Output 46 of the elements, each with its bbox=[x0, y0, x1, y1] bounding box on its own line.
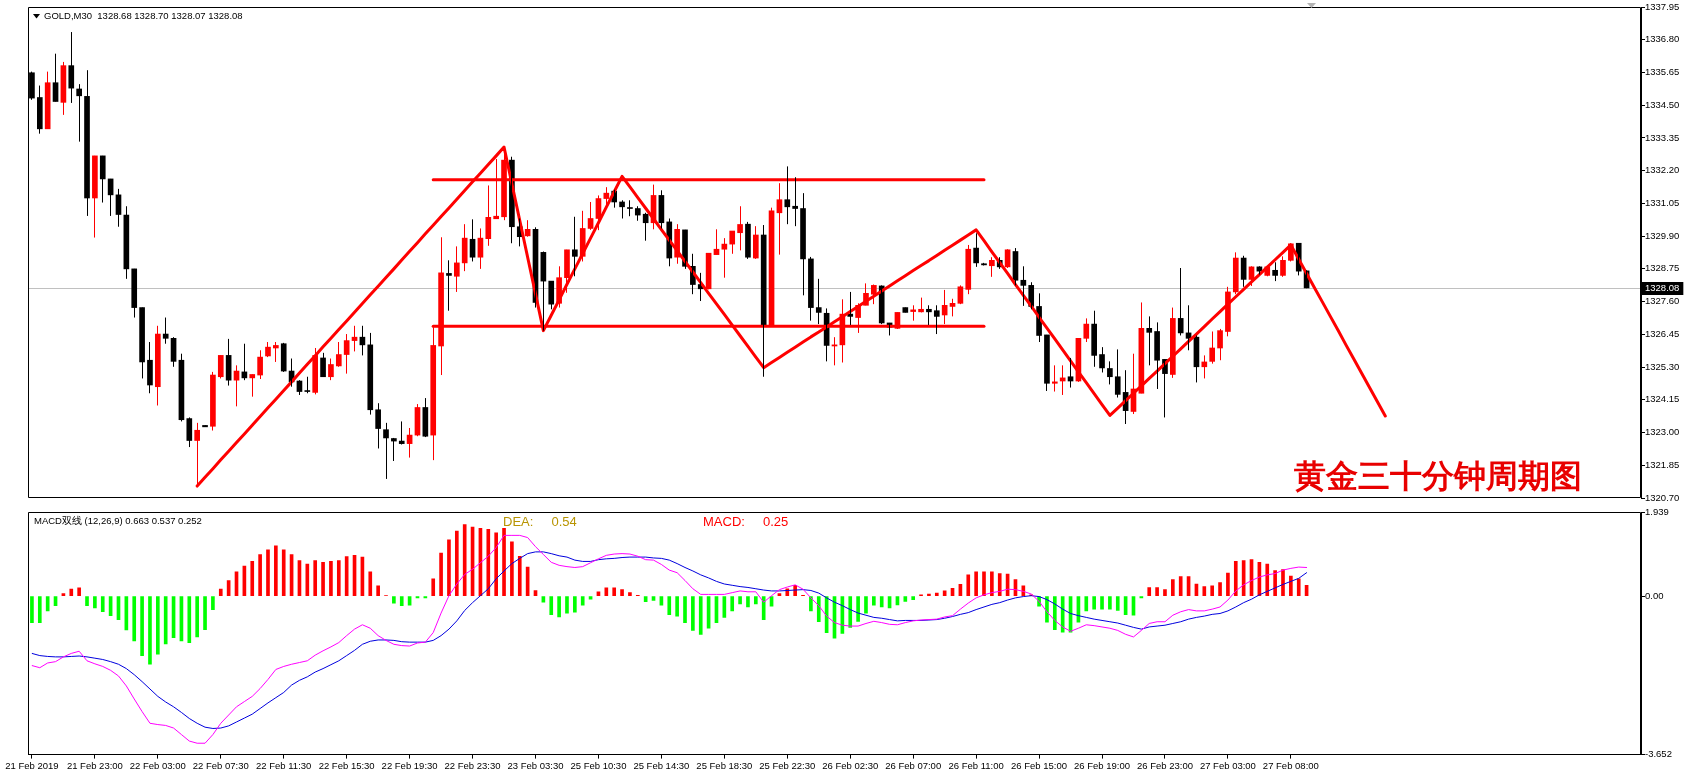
x-tick-label: 26 Feb 02:30 bbox=[822, 759, 879, 771]
chart-title: GOLD,M30 1328.68 1328.70 1328.07 1328.08 bbox=[44, 10, 243, 21]
y-tick-label: 1328.75 bbox=[1645, 262, 1680, 274]
y-tick-label: 1.939 bbox=[1645, 505, 1669, 517]
y-tick-label: 1334.50 bbox=[1645, 98, 1680, 110]
y-tick-label: 1333.35 bbox=[1645, 131, 1680, 143]
y-tick-label: 1332.20 bbox=[1645, 164, 1680, 176]
ref-line-label: 1328.08 bbox=[1645, 282, 1680, 294]
x-tick-label: 22 Feb 19:30 bbox=[381, 759, 438, 771]
y-tick-label: 1327.60 bbox=[1645, 295, 1680, 307]
y-tick-label: 1321.85 bbox=[1645, 458, 1680, 470]
y-tick-label: 0.00 bbox=[1645, 589, 1664, 601]
annotation: MACD: 0.25 bbox=[703, 514, 789, 529]
x-tick-label: 22 Feb 15:30 bbox=[318, 759, 375, 771]
y-tick-label: 1329.90 bbox=[1645, 229, 1680, 241]
chart-title: MACD双线 (12,26,9) 0.663 0.537 0.252 bbox=[34, 515, 202, 526]
x-tick-label: 22 Feb 23:30 bbox=[444, 759, 501, 771]
x-tick-label: 26 Feb 15:00 bbox=[1011, 759, 1068, 771]
x-tick-label: 21 Feb 23:00 bbox=[66, 759, 123, 771]
x-tick-label: 23 Feb 03:30 bbox=[507, 759, 564, 771]
y-tick-label: 1335.65 bbox=[1645, 66, 1680, 78]
x-tick-label: 26 Feb 07:00 bbox=[885, 759, 942, 771]
x-tick-label: 22 Feb 03:00 bbox=[129, 759, 186, 771]
x-tick-label: 27 Feb 03:00 bbox=[1199, 759, 1256, 771]
x-tick-label: 26 Feb 23:00 bbox=[1136, 759, 1193, 771]
x-tick-label: 25 Feb 14:30 bbox=[633, 759, 690, 771]
x-tick-label: 25 Feb 18:30 bbox=[696, 759, 753, 771]
x-tick-label: 26 Feb 19:00 bbox=[1074, 759, 1131, 771]
y-tick-label: 1324.15 bbox=[1645, 393, 1680, 405]
x-tick-label: 26 Feb 11:00 bbox=[948, 759, 1004, 771]
y-tick-label: 1337.95 bbox=[1645, 0, 1680, 12]
y-tick-label: 1325.30 bbox=[1645, 360, 1680, 372]
x-tick-label: 22 Feb 11:30 bbox=[256, 759, 312, 771]
annotation: 黄金三十分钟周期图 bbox=[1294, 457, 1582, 495]
y-tick-label: 1326.45 bbox=[1645, 327, 1680, 339]
y-tick-label: -3.652 bbox=[1645, 748, 1672, 760]
y-tick-label: 1323.00 bbox=[1645, 426, 1680, 438]
y-tick-label: 1320.70 bbox=[1645, 491, 1680, 503]
x-tick-label: 21 Feb 2019 bbox=[5, 759, 59, 771]
annotation: DEA: 0.54 bbox=[503, 514, 577, 529]
x-tick-label: 22 Feb 07:30 bbox=[192, 759, 249, 771]
y-tick-label: 1331.05 bbox=[1645, 197, 1680, 209]
x-tick-label: 25 Feb 10:30 bbox=[570, 759, 627, 771]
x-tick-label: 27 Feb 08:00 bbox=[1262, 759, 1319, 771]
y-tick-label: 1336.80 bbox=[1645, 33, 1680, 45]
x-tick-label: 25 Feb 22:30 bbox=[759, 759, 816, 771]
